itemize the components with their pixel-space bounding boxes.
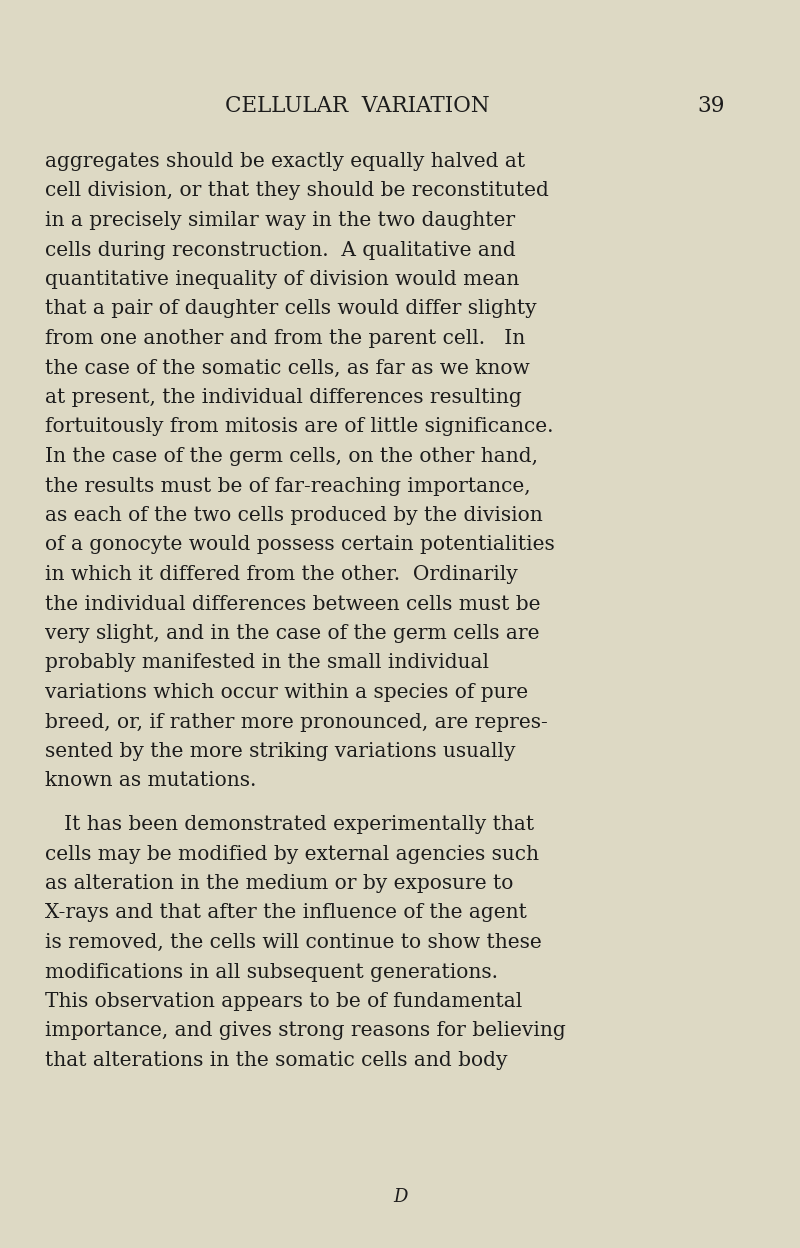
- Text: known as mutations.: known as mutations.: [45, 771, 256, 790]
- Text: the results must be of far-reaching importance,: the results must be of far-reaching impo…: [45, 477, 530, 495]
- Text: breed, or, if rather more pronounced, are repres-: breed, or, if rather more pronounced, ar…: [45, 713, 548, 731]
- Text: X-rays and that after the influence of the agent: X-rays and that after the influence of t…: [45, 904, 527, 922]
- Text: cell division, or that they should be reconstituted: cell division, or that they should be re…: [45, 181, 549, 201]
- Text: In the case of the germ cells, on the other hand,: In the case of the germ cells, on the ot…: [45, 447, 538, 466]
- Text: It has been demonstrated experimentally that: It has been demonstrated experimentally …: [45, 815, 534, 834]
- Text: fortuitously from mitosis are of little significance.: fortuitously from mitosis are of little …: [45, 418, 554, 437]
- Text: as each of the two cells produced by the division: as each of the two cells produced by the…: [45, 505, 542, 525]
- Text: sented by the more striking variations usually: sented by the more striking variations u…: [45, 743, 515, 761]
- Text: cells may be modified by external agencies such: cells may be modified by external agenci…: [45, 845, 539, 864]
- Text: as alteration in the medium or by exposure to: as alteration in the medium or by exposu…: [45, 874, 514, 894]
- Text: quantitative inequality of division would mean: quantitative inequality of division woul…: [45, 270, 519, 290]
- Text: is removed, the cells will continue to show these: is removed, the cells will continue to s…: [45, 934, 542, 952]
- Text: in which it differed from the other.  Ordinarily: in which it differed from the other. Ord…: [45, 565, 518, 584]
- Text: very slight, and in the case of the germ cells are: very slight, and in the case of the germ…: [45, 624, 539, 643]
- Text: cells during reconstruction.  A qualitative and: cells during reconstruction. A qualitati…: [45, 241, 516, 260]
- Text: of a gonocyte would possess certain potentialities: of a gonocyte would possess certain pote…: [45, 535, 554, 554]
- Text: at present, the individual differences resulting: at present, the individual differences r…: [45, 388, 522, 407]
- Text: This observation appears to be of fundamental: This observation appears to be of fundam…: [45, 992, 522, 1011]
- Text: CELLULAR  VARIATION: CELLULAR VARIATION: [225, 95, 490, 117]
- Text: modifications in all subsequent generations.: modifications in all subsequent generati…: [45, 962, 498, 981]
- Text: that alterations in the somatic cells and body: that alterations in the somatic cells an…: [45, 1051, 507, 1070]
- Text: from one another and from the parent cell.   In: from one another and from the parent cel…: [45, 329, 526, 348]
- Text: the case of the somatic cells, as far as we know: the case of the somatic cells, as far as…: [45, 358, 530, 377]
- Text: variations which occur within a species of pure: variations which occur within a species …: [45, 683, 528, 701]
- Text: importance, and gives strong reasons for believing: importance, and gives strong reasons for…: [45, 1022, 566, 1041]
- Text: probably manifested in the small individual: probably manifested in the small individ…: [45, 654, 489, 673]
- Text: the individual differences between cells must be: the individual differences between cells…: [45, 594, 541, 614]
- Text: 39: 39: [698, 95, 725, 117]
- Text: in a precisely similar way in the two daughter: in a precisely similar way in the two da…: [45, 211, 515, 230]
- Text: that a pair of daughter cells would differ slighty: that a pair of daughter cells would diff…: [45, 300, 537, 318]
- Text: D: D: [393, 1188, 407, 1206]
- Text: aggregates should be exactly equally halved at: aggregates should be exactly equally hal…: [45, 152, 525, 171]
